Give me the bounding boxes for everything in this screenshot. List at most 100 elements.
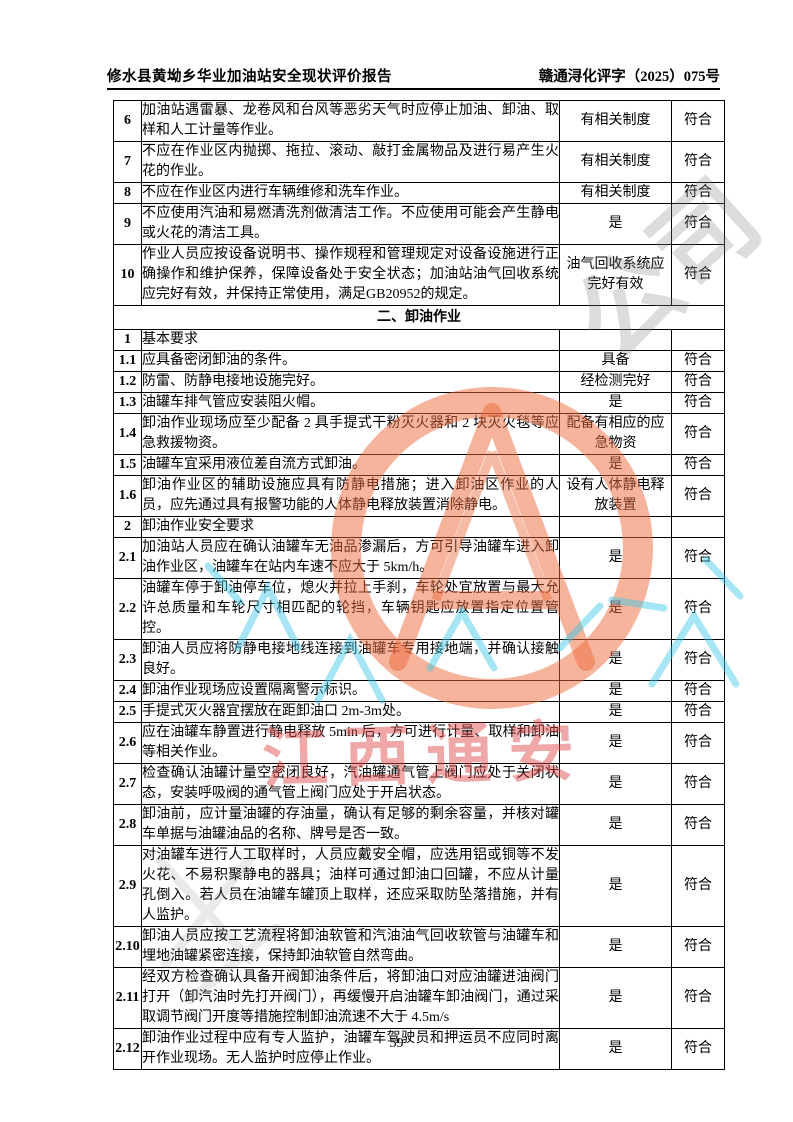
row-status: 经检测完好 <box>559 371 672 393</box>
row-conformity: 符合 <box>671 639 725 681</box>
row-conformity: 符合 <box>671 578 725 640</box>
row-status: 是 <box>559 804 672 846</box>
row-requirement-text: 卸油作业过程中应有专人监护，油罐车驾驶员和押运员不应同时离开作业现场。无人监护时… <box>141 1028 560 1070</box>
row-requirement-text: 应在油罐车静置进行静电释放 5min 后，方可进行计量、取样和卸油等相关作业。 <box>141 722 560 764</box>
page-number: 59 <box>389 1036 404 1051</box>
row-status: 是 <box>559 967 672 1029</box>
row-requirement-text: 卸油作业安全要求 <box>141 516 560 538</box>
row-conformity: 符合 <box>671 203 725 245</box>
table-row: 1.5 油罐车宜采用液位差自流方式卸油。是符合 <box>113 454 725 476</box>
row-number: 2.9 <box>113 845 142 927</box>
row-conformity: 符合 <box>671 537 725 579</box>
table-row: 9 不应使用汽油和易燃清洗剂做清洁工作。不应使用可能会产生静电或火花的清洁工具。是… <box>113 203 725 245</box>
row-requirement-text: 不应使用汽油和易燃清洗剂做清洁工作。不应使用可能会产生静电或火花的清洁工具。 <box>141 203 560 245</box>
row-requirement-text: 基本要求 <box>141 329 560 351</box>
row-conformity: 符合 <box>671 475 725 517</box>
row-number: 2.7 <box>113 763 142 805</box>
row-requirement-text: 经双方检查确认具备开阀卸油条件后，将卸油口对应油罐进油阀门打开（卸汽油时先打开阀… <box>141 967 560 1029</box>
doc-number: 赣通浔化评字（2025）075号 <box>538 69 720 85</box>
section-title: 二、卸油作业 <box>113 305 725 330</box>
row-status: 有相关制度 <box>559 100 672 142</box>
row-conformity <box>671 516 725 538</box>
row-conformity: 符合 <box>671 926 725 968</box>
row-requirement-text: 不应在作业区内进行车辆维修和洗车作业。 <box>141 182 560 204</box>
row-number: 2.1 <box>113 537 142 579</box>
row-number: 2 <box>113 516 142 538</box>
row-status: 有相关制度 <box>559 182 672 204</box>
row-status: 是 <box>559 701 672 723</box>
row-requirement-text: 油罐车排气管应安装阻火帽。 <box>141 392 560 414</box>
row-number: 7 <box>113 141 142 183</box>
row-requirement-text: 对油罐车进行人工取样时，人员应戴安全帽，应选用铝或铜等不发火花、不易积聚静电的器… <box>141 845 560 927</box>
row-number: 1.3 <box>113 392 142 414</box>
table-row: 1.3 油罐车排气管应安装阻火帽。是符合 <box>113 392 725 414</box>
row-conformity: 符合 <box>671 804 725 846</box>
table-row: 2.8 卸油前，应计量油罐的存油量，确认有足够的剩余容量，并核对罐车单据与油罐油品… <box>113 804 725 846</box>
row-requirement-text: 应具备密闭卸油的条件。 <box>141 350 560 372</box>
row-status: 设有人体静电释放装置 <box>559 475 672 517</box>
row-conformity: 符合 <box>671 141 725 183</box>
table-row: 2.5 手提式灭火器宜摆放在距卸油口 2m-3m处。是符合 <box>113 701 725 723</box>
requirements-table: 6 加油站遇雷暴、龙卷风和台风等恶劣天气时应停止加油、卸油、取样和人工计量等作业。… <box>113 100 725 1070</box>
table-row: 2.10 卸油人员应按工艺流程将卸油软管和汽油油气回收软管与油罐车和埋地油罐紧密连… <box>113 926 725 968</box>
row-number: 2.11 <box>113 967 142 1029</box>
table-row: 6 加油站遇雷暴、龙卷风和台风等恶劣天气时应停止加油、卸油、取样和人工计量等作业。… <box>113 100 725 142</box>
row-number: 2.8 <box>113 804 142 846</box>
row-status: 有相关制度 <box>559 141 672 183</box>
table-row: 1.4 卸油作业现场应至少配备 2 具手提式干粉灭火器和 2 块灭火毯等应急救援物… <box>113 413 725 455</box>
row-number: 9 <box>113 203 142 245</box>
row-status: 是 <box>559 1028 672 1070</box>
row-requirement-text: 加油站人员应在确认油罐车无油品渗漏后，方可引导油罐车进入卸油作业区，油罐车在站内… <box>141 537 560 579</box>
page-header: 修水县黄坳乡华业加油站安全现状评价报告 赣通浔化评字（2025）075号 <box>107 62 720 90</box>
row-conformity: 符合 <box>671 454 725 476</box>
row-number: 1.4 <box>113 413 142 455</box>
table-row: 2.9 对油罐车进行人工取样时，人员应戴安全帽，应选用铝或铜等不发火花、不易积聚静… <box>113 845 725 927</box>
row-conformity: 符合 <box>671 722 725 764</box>
row-number: 1.2 <box>113 371 142 393</box>
row-status: 是 <box>559 203 672 245</box>
table-row: 1.1 应具备密闭卸油的条件。 具备 符合 <box>113 350 725 372</box>
row-number: 2.3 <box>113 639 142 681</box>
row-conformity: 符合 <box>671 413 725 455</box>
row-requirement-text: 油罐车宜采用液位差自流方式卸油。 <box>141 454 560 476</box>
row-requirement-text: 卸油前，应计量油罐的存油量，确认有足够的剩余容量，并核对罐车单据与油罐油品的名称… <box>141 804 560 846</box>
row-requirement-text: 手提式灭火器宜摆放在距卸油口 2m-3m处。 <box>141 701 560 723</box>
row-conformity: 符合 <box>671 763 725 805</box>
row-requirement-text: 卸油人员应将防静电接地线连接到油罐车专用接地端，并确认接触良好。 <box>141 639 560 681</box>
row-number: 2.6 <box>113 722 142 764</box>
row-number: 2.5 <box>113 701 142 723</box>
row-conformity: 符合 <box>671 100 725 142</box>
row-conformity: 符合 <box>671 350 725 372</box>
table-row: 2.4 卸油作业现场应设置隔离警示标识。是符合 <box>113 680 725 702</box>
row-status: 是 <box>559 722 672 764</box>
row-conformity: 符合 <box>671 845 725 927</box>
row-number: 1.6 <box>113 475 142 517</box>
table-row: 2.3 卸油人员应将防静电接地线连接到油罐车专用接地端，并确认接触良好。是符合 <box>113 639 725 681</box>
row-number: 1.1 <box>113 350 142 372</box>
row-status: 油气回收系统应完好有效 <box>559 244 672 306</box>
row-number: 8 <box>113 182 142 204</box>
row-number: 6 <box>113 100 142 142</box>
row-conformity: 符合 <box>671 392 725 414</box>
row-status: 具备 <box>559 350 672 372</box>
row-status <box>559 329 672 351</box>
row-number: 1 <box>113 329 142 351</box>
row-requirement-text: 卸油作业区的辅助设施应具有防静电措施；进入卸油区作业的人员，应先通过具有报警功能… <box>141 475 560 517</box>
row-conformity: 符合 <box>671 701 725 723</box>
table-row: 1.2 防雷、防静电接地设施完好。 经检测完好 符合 <box>113 371 725 393</box>
row-status <box>559 516 672 538</box>
row-number: 2.4 <box>113 680 142 702</box>
row-requirement-text: 油罐车停于卸油停车位，熄火并拉上手刹，车轮处宜放置与最大允许总质量和车轮尺寸相匹… <box>141 578 560 640</box>
row-status: 是 <box>559 578 672 640</box>
row-requirement-text: 卸油人员应按工艺流程将卸油软管和汽油油气回收软管与油罐车和埋地油罐紧密连接，保持… <box>141 926 560 968</box>
row-status: 是 <box>559 845 672 927</box>
row-requirement-text: 加油站遇雷暴、龙卷风和台风等恶劣天气时应停止加油、卸油、取样和人工计量等作业。 <box>141 100 560 142</box>
row-requirement-text: 防雷、防静电接地设施完好。 <box>141 371 560 393</box>
row-requirement-text: 检查确认油罐计量空密闭良好，汽油罐通气管上阀门应处于关闭状态，安装呼吸阀的通气管… <box>141 763 560 805</box>
row-requirement-text: 作业人员应按设备说明书、操作规程和管理规定对设备设施进行正确操作和维护保养，保障… <box>141 244 560 306</box>
row-number: 1.5 <box>113 454 142 476</box>
row-status: 是 <box>559 680 672 702</box>
table-row: 7 不应在作业区内抛掷、拖拉、滚动、敲打金属物品及进行易产生火花的作业。 有相关制度… <box>113 141 725 183</box>
row-status: 是 <box>559 926 672 968</box>
